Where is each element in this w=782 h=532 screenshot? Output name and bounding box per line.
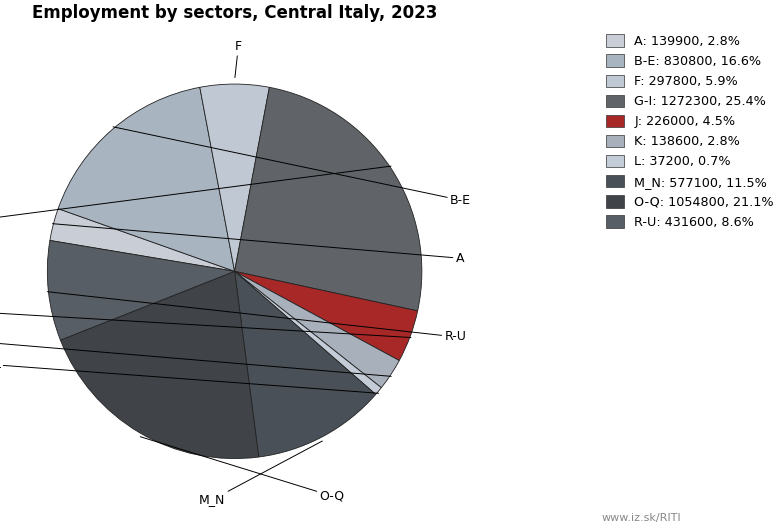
Text: www.iz.sk/RITI: www.iz.sk/RITI	[601, 513, 681, 523]
Wedge shape	[235, 271, 375, 457]
Legend: A: 139900, 2.8%, B-E: 830800, 16.6%, F: 297800, 5.9%, G-I: 1272300, 25.4%, J: 22: A: 139900, 2.8%, B-E: 830800, 16.6%, F: …	[606, 34, 774, 229]
Text: B-E: B-E	[113, 127, 471, 206]
Wedge shape	[58, 87, 235, 271]
Text: J: J	[0, 306, 411, 337]
Wedge shape	[235, 271, 400, 388]
Wedge shape	[50, 209, 235, 271]
Wedge shape	[235, 271, 382, 394]
Wedge shape	[235, 87, 421, 311]
Wedge shape	[200, 84, 269, 271]
Text: K: K	[0, 336, 391, 376]
Text: F: F	[235, 40, 242, 78]
Wedge shape	[235, 271, 418, 361]
Text: R-U: R-U	[48, 292, 466, 343]
Wedge shape	[48, 240, 235, 340]
Text: L: L	[0, 359, 378, 393]
Text: O-Q: O-Q	[140, 437, 345, 503]
Text: A: A	[52, 223, 464, 265]
Wedge shape	[60, 271, 259, 459]
Text: G-I: G-I	[0, 166, 391, 226]
Title: Employment by sectors, Central Italy, 2023: Employment by sectors, Central Italy, 20…	[32, 4, 437, 22]
Text: M_N: M_N	[199, 441, 322, 506]
